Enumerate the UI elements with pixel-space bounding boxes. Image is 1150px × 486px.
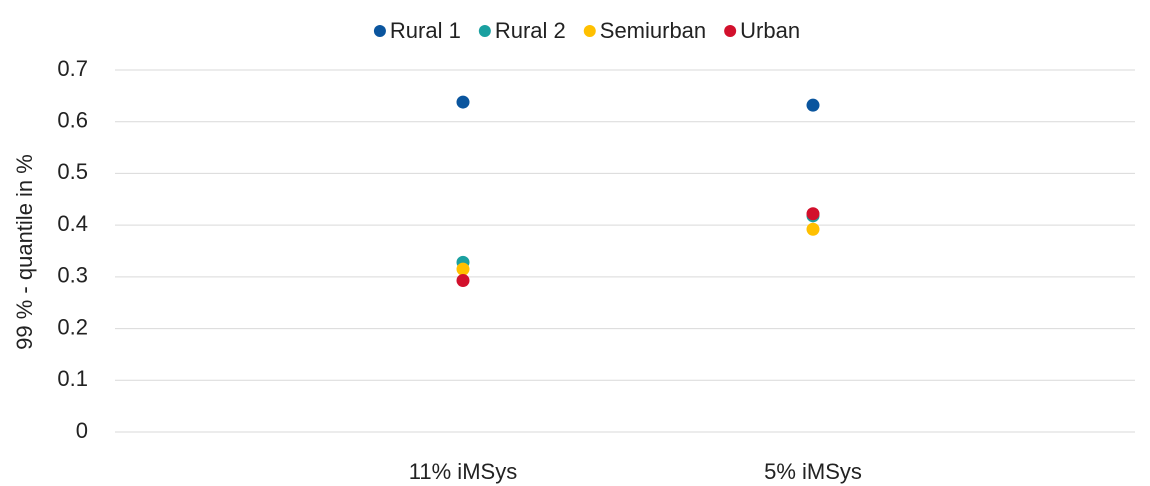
point [456, 95, 470, 109]
y-tick-label: 0.4 [57, 211, 88, 236]
x-tick-label: 5% iMSys [764, 459, 862, 484]
x-tick-label: 11% iMSys [409, 459, 517, 484]
point [456, 273, 470, 287]
legend-marker [373, 25, 386, 37]
legend-label: Rural 2 [495, 18, 566, 43]
point [806, 207, 820, 221]
y-tick-label: 0.2 [57, 314, 88, 339]
legend-label: Semiurban [600, 18, 706, 43]
y-axis-label: 99 % - quantile in % [12, 154, 37, 350]
y-tick-label: 0.6 [57, 108, 88, 133]
legend-marker [583, 25, 596, 37]
legend-marker [724, 25, 737, 37]
y-tick-label: 0.7 [57, 56, 88, 81]
y-tick-label: 0 [76, 418, 88, 443]
y-tick-label: 0.5 [57, 159, 88, 184]
y-tick-label: 0.1 [57, 366, 88, 391]
legend-label: Urban [740, 18, 800, 43]
legend-marker [478, 25, 491, 37]
point [806, 222, 820, 236]
y-tick-label: 0.3 [57, 263, 88, 288]
point [456, 262, 470, 276]
legend-label: Rural 1 [390, 18, 461, 43]
point [806, 98, 820, 112]
